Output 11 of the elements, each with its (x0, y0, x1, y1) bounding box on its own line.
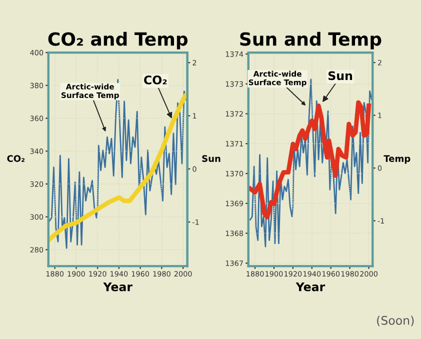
x-axis-title: Year (103, 282, 132, 292)
chart-title: CO₂ and Temp (48, 32, 188, 50)
y2-axis-title: Temp (384, 155, 410, 164)
y-axis-title: Sun (202, 155, 220, 162)
x-axis-title: Year (296, 282, 326, 292)
annotation: Sun (328, 71, 352, 80)
line-series (248, 100, 372, 220)
chart-title: Sun and Temp (240, 32, 382, 50)
text: (Soon) (377, 316, 414, 326)
y-axis-title: CO₂ (7, 155, 24, 162)
annotation: CO₂ (144, 76, 167, 84)
